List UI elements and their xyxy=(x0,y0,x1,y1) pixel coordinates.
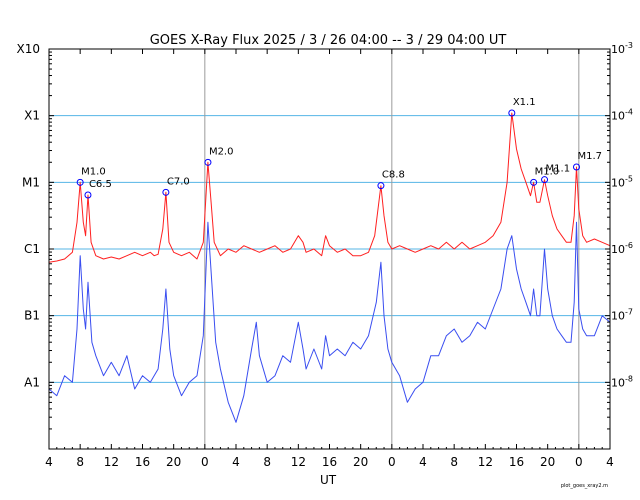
right-label--3: 10-3 xyxy=(611,41,633,56)
flare-label-4: C8.8 xyxy=(382,170,405,181)
left-label-x10: X10 xyxy=(17,42,41,56)
x-tick-label-8: 12 xyxy=(291,455,306,469)
flare-marker-8 xyxy=(572,163,580,171)
flare-label-1: C6.5 xyxy=(89,179,112,190)
x-tick-label-17: 0 xyxy=(575,455,583,469)
flare-label-7: M1.1 xyxy=(546,164,571,175)
x-tick-label-5: 0 xyxy=(201,455,209,469)
right-label--8: 10-8 xyxy=(611,374,633,389)
right-label-exponent: -5 xyxy=(625,174,633,183)
x-tick-label-7: 8 xyxy=(263,455,271,469)
left-label-x1: X1 xyxy=(24,109,40,123)
flare-label-6: M1.0 xyxy=(535,166,560,177)
x-tick-label-10: 20 xyxy=(353,455,368,469)
right-label-base: 10 xyxy=(611,310,625,323)
right-label-base: 10 xyxy=(611,176,625,189)
right-label-exponent: -7 xyxy=(625,308,633,317)
right-axis: 10-810-710-610-510-410-3 xyxy=(605,41,633,389)
credit-text: plot_goes_xray2.m xyxy=(561,483,608,489)
x-tick-label-4: 20 xyxy=(166,455,181,469)
flare-marker-4 xyxy=(377,182,385,190)
series-line-long xyxy=(48,112,611,263)
left-label-c1: C1 xyxy=(24,242,40,256)
x-axis-label: UT xyxy=(320,473,337,487)
x-tick-label-9: 16 xyxy=(322,455,337,469)
right-label-exponent: -4 xyxy=(625,108,633,117)
flare-marker-6 xyxy=(530,178,538,186)
x-tick-label-14: 12 xyxy=(478,455,493,469)
flare-label-3: M2.0 xyxy=(209,146,234,157)
right-label--4: 10-4 xyxy=(611,108,633,123)
left-label-b1: B1 xyxy=(24,309,40,323)
flare-marker-1 xyxy=(84,191,92,199)
left-label-m1: M1 xyxy=(22,175,40,189)
right-label-base: 10 xyxy=(611,43,625,56)
right-label-exponent: -3 xyxy=(625,41,633,50)
x-tick-label-16: 20 xyxy=(540,455,555,469)
left-label-a1: A1 xyxy=(24,375,40,389)
flare-label-2: C7.0 xyxy=(167,176,190,187)
flare-label-0: M1.0 xyxy=(81,166,106,177)
right-label-base: 10 xyxy=(611,110,625,123)
x-tick-label-13: 8 xyxy=(450,455,458,469)
flare-label-5: X1.1 xyxy=(513,97,536,108)
x-tick-label-12: 4 xyxy=(419,455,427,469)
x-tick-label-1: 8 xyxy=(76,455,84,469)
right-label--7: 10-7 xyxy=(611,308,633,323)
right-label-exponent: -8 xyxy=(625,374,633,383)
x-tick-label-6: 4 xyxy=(232,455,240,469)
right-label-base: 10 xyxy=(611,243,625,256)
x-tick-label-3: 16 xyxy=(135,455,150,469)
x-tick-label-2: 12 xyxy=(104,455,119,469)
flare-marker-0 xyxy=(76,178,84,186)
flare-marker-5 xyxy=(508,109,516,117)
flare-marker-2 xyxy=(162,188,170,196)
flare-marker-7 xyxy=(541,176,549,184)
flare-annotations: M1.0C6.5 C7.0M2.0C8.8X1.1M1.0M1.1M1.7 xyxy=(76,97,602,199)
right-label-exponent: -6 xyxy=(625,241,633,250)
right-label--6: 10-6 xyxy=(611,241,633,256)
chart-title: GOES X-Ray Flux 2025 / 3 / 26 04:00 -- 3… xyxy=(150,33,507,48)
x-tick-label-11: 0 xyxy=(388,455,396,469)
series-line-short xyxy=(48,221,611,423)
right-label--5: 10-5 xyxy=(611,174,633,189)
flare-label-8: M1.7 xyxy=(577,151,602,162)
x-tick-label-0: 4 xyxy=(45,455,53,469)
x-axis: 4 8 12 16 20 0 4 8 12 16 20 0 4 8 12 16 20 0 4 xyxy=(45,49,614,469)
x-tick-label-15: 16 xyxy=(509,455,524,469)
flare-marker-3 xyxy=(204,158,212,166)
x-tick-label-18: 4 xyxy=(606,455,614,469)
right-label-base: 10 xyxy=(611,376,625,389)
series-layer xyxy=(48,112,611,423)
left-axis: A1 B1 C1 M1 X1 X10 xyxy=(17,42,610,430)
